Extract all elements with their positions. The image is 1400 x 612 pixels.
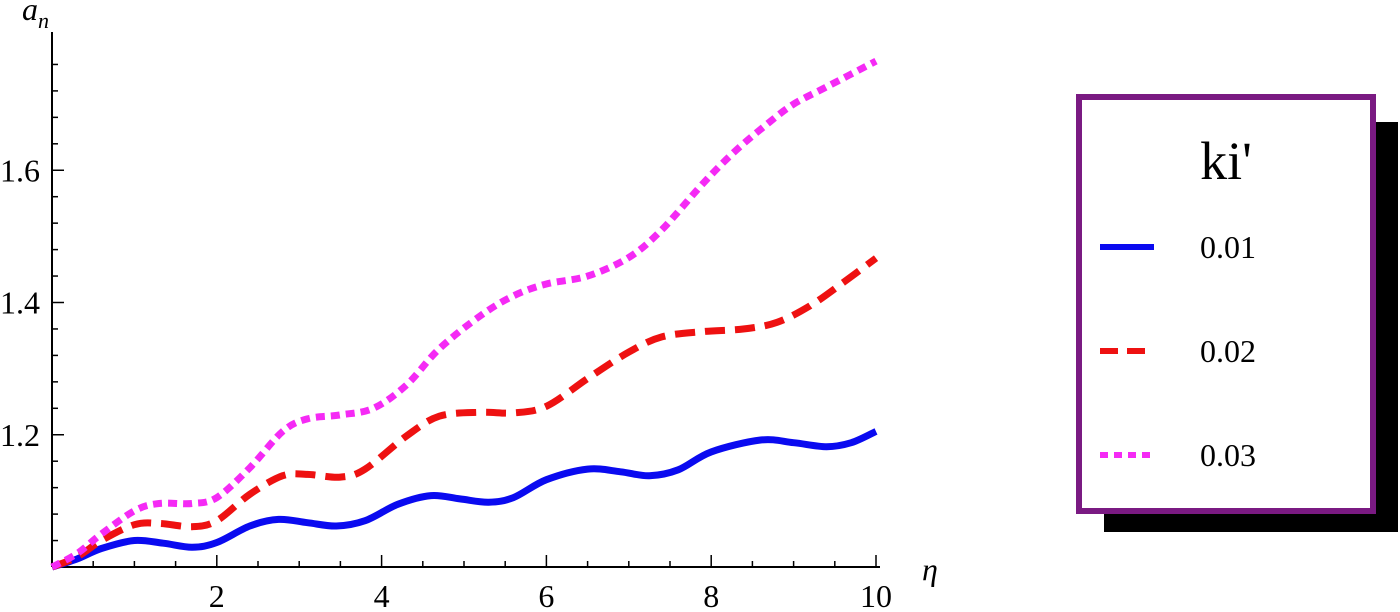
legend-item: 0.02 [1082,331,1370,371]
legend-title: ki' [1200,131,1252,191]
legend-swatch-solid [1100,244,1154,250]
y-tick-label: 1.2 [0,417,40,453]
legend-item: 0.03 [1082,435,1370,475]
axes [51,32,880,568]
x-tick-label: 6 [538,578,554,612]
x-tick-label: 4 [374,578,390,612]
legend-label: 0.03 [1200,437,1256,473]
x-axis-label: η [922,551,938,587]
series-line-solid [50,428,878,571]
x-tick-label: 2 [209,578,225,612]
x-tick-label: 8 [703,578,719,612]
y-axis-label: an [22,0,49,33]
x-tick-label: 10 [860,578,892,612]
series-group [50,58,879,571]
series-line-dotted [50,58,878,571]
legend: ki' 0.01 0.02 0.03 [1076,94,1376,514]
series-line-dashed [50,255,879,571]
legend-label: 0.02 [1200,333,1256,369]
y-tick-label: 1.6 [0,152,40,188]
legend-swatch-dashed [1100,348,1154,354]
ticks: 2 4 6 8 10 1.2 1.4 1.6 [0,63,892,612]
legend-label: 0.01 [1200,229,1256,265]
legend-swatch-dotted [1100,452,1154,458]
y-tick-label: 1.4 [0,285,40,321]
legend-item: 0.01 [1082,227,1370,267]
